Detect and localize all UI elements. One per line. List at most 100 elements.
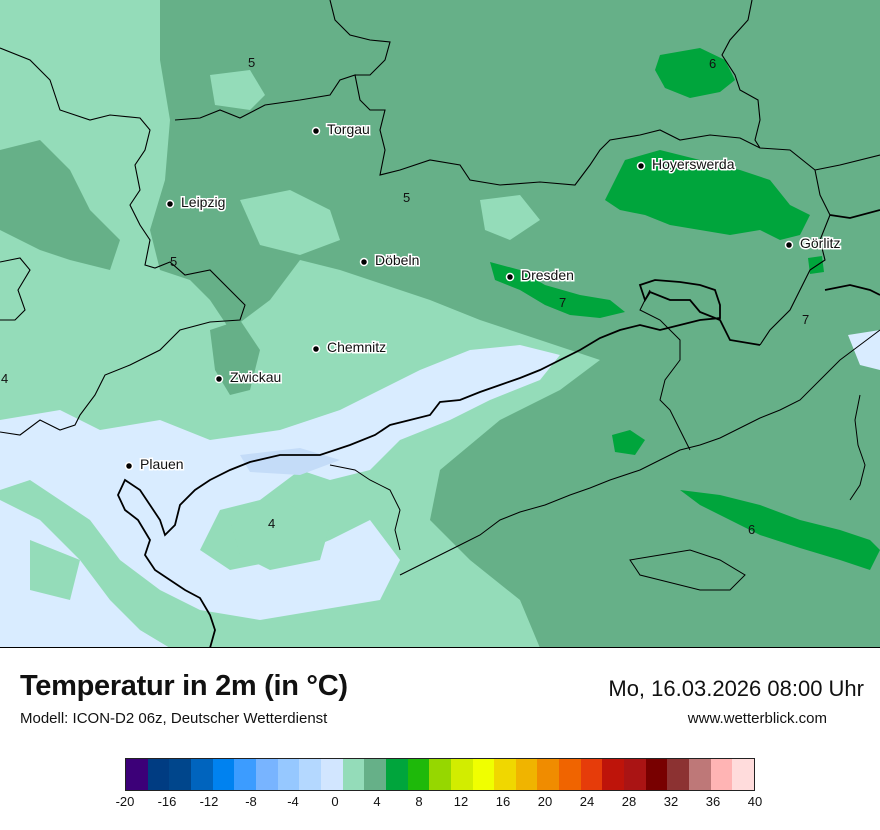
temp-area-west-blob-2	[210, 320, 260, 395]
legend-tick-label: 28	[621, 794, 637, 809]
region-line-1	[399, 329, 880, 576]
legend-tick-label: 16	[495, 794, 511, 809]
temp-patch-light-1	[210, 70, 265, 110]
isolabel: 4	[268, 516, 275, 531]
svg-text:Hoyerswerda: Hoyerswerda	[652, 156, 735, 172]
color-legend	[125, 758, 755, 791]
legend-swatch	[277, 759, 300, 790]
svg-text:Torgau: Torgau	[327, 121, 370, 137]
svg-text:Chemnitz: Chemnitz	[327, 339, 386, 355]
isolabel: 5	[170, 254, 177, 269]
legend-swatch	[320, 759, 343, 790]
legend-swatch	[169, 759, 191, 790]
isolabel: 7	[802, 312, 809, 327]
polish-border	[829, 209, 880, 219]
czech-border	[117, 279, 761, 649]
legend-swatch	[645, 759, 668, 790]
legend-ticks: -20 -16 -12 -8 -4 0 4 8 12 16 20 24 28 32 36 40	[116, 794, 763, 812]
legend-swatch	[580, 759, 603, 790]
czech-border-east	[824, 284, 880, 296]
legend-swatch	[299, 759, 321, 790]
temp-area-2-4	[0, 345, 560, 620]
city-goerlitz: Görlitz	[784, 234, 842, 253]
city-markers: Torgau Leipzig Döbeln Dresden Hoyerswerd…	[124, 120, 842, 474]
legend-tick-label: -8	[245, 794, 257, 809]
isolabel: 5	[248, 55, 255, 70]
city-zwickau: Zwickau	[214, 368, 283, 387]
state-border-north	[174, 74, 831, 346]
state-border-east-2	[814, 154, 880, 171]
legend-swatch	[212, 759, 235, 790]
legend-tick-label: -20	[115, 794, 135, 809]
legend-tick-label: 24	[579, 794, 595, 809]
svg-text:Leipzig: Leipzig	[181, 194, 225, 210]
city-chemnitz: Chemnitz	[311, 338, 388, 357]
temp-area-8-10-goerlitz	[808, 256, 824, 274]
isolabel: 4	[1, 371, 8, 386]
temp-patch-light-2	[240, 190, 340, 255]
page-title: Temperatur in 2m (in °C)	[20, 670, 348, 702]
legend-tick-label: 20	[537, 794, 553, 809]
temp-area-8-10-north-east	[655, 48, 735, 98]
city-plauen: Plauen	[124, 455, 185, 474]
state-border-east	[721, 0, 761, 149]
temp-area-8-10-dresden	[490, 262, 625, 318]
isolabel: 6	[748, 522, 755, 537]
legend-swatch	[559, 759, 581, 790]
model-subtitle: Modell: ICON-D2 06z, Deutscher Wetterdie…	[20, 710, 328, 727]
legend-swatch	[710, 759, 733, 790]
isoline-labels: 5 5 5 6 7 7 6 4 4	[1, 55, 809, 537]
temp-area-8-10-south-east	[680, 490, 880, 570]
country-border	[117, 209, 880, 649]
legend-tick-label: 32	[663, 794, 679, 809]
region-lines	[329, 289, 880, 591]
legend-swatch	[342, 759, 365, 790]
temp-patch-light-south	[230, 505, 330, 570]
legend-swatch	[732, 759, 755, 790]
legend-tick-label: 36	[705, 794, 721, 809]
legend-swatch	[126, 759, 148, 790]
region-line-2	[639, 289, 691, 451]
svg-text:Döbeln: Döbeln	[375, 252, 419, 268]
footer: Temperatur in 2m (in °C) Modell: ICON-D2…	[0, 648, 880, 830]
map-canvas: Torgau Leipzig Döbeln Dresden Hoyerswerd…	[0, 0, 880, 649]
temp-area-2-4-east	[848, 330, 880, 370]
legend-swatch	[515, 759, 538, 790]
legend-swatch	[255, 759, 278, 790]
legend-swatch	[537, 759, 560, 790]
svg-text:Dresden: Dresden	[521, 267, 574, 283]
svg-text:Görlitz: Görlitz	[800, 235, 840, 251]
legend-tick-label: -4	[287, 794, 299, 809]
legend-swatch	[602, 759, 625, 790]
isolabel: 5	[403, 190, 410, 205]
temp-patch-light-3	[480, 195, 540, 240]
svg-text:Zwickau: Zwickau	[230, 369, 281, 385]
legend-tick-label: 8	[415, 794, 423, 809]
city-doebeln: Döbeln	[359, 251, 421, 270]
temp-area-west-blob	[0, 140, 120, 270]
legend-tick-label: 40	[747, 794, 763, 809]
svg-text:Plauen: Plauen	[140, 456, 184, 472]
legend-swatch	[385, 759, 408, 790]
region-line-4	[629, 549, 746, 591]
temp-area-8-10-small	[612, 430, 645, 455]
legend-tick-label: 12	[453, 794, 469, 809]
legend-swatch	[667, 759, 690, 790]
temp-patch-light-south-2	[30, 540, 80, 600]
legend-swatch	[450, 759, 473, 790]
legend-swatch	[147, 759, 170, 790]
temp-area-2-4-west	[0, 500, 170, 648]
border-lines	[0, 0, 880, 436]
temp-area-8-10-hoyerswerda	[605, 150, 810, 240]
legend-swatch	[494, 759, 516, 790]
legend-swatch	[689, 759, 711, 790]
isolabel: 6	[709, 56, 716, 71]
city-torgau: Torgau	[311, 120, 371, 139]
forecast-datetime: Mo, 16.03.2026 08:00 Uhr	[608, 676, 864, 701]
legend-swatch	[364, 759, 386, 790]
state-border-north-2	[329, 0, 391, 76]
legend-tick-label: 0	[331, 794, 339, 809]
website-link[interactable]: www.wetterblick.com	[687, 710, 827, 727]
city-leipzig: Leipzig	[165, 193, 227, 212]
temperature-map: Torgau Leipzig Döbeln Dresden Hoyerswerd…	[0, 0, 880, 649]
